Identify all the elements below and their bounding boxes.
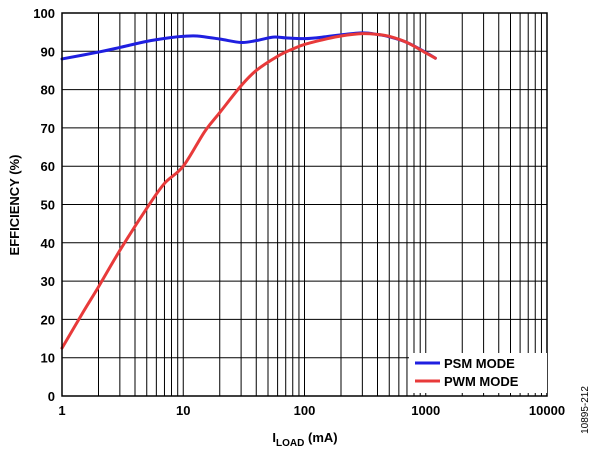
x-tick-label: 10 <box>176 403 190 418</box>
y-tick-label: 0 <box>48 389 55 404</box>
figure-id: 10895-212 <box>580 386 591 434</box>
x-tick-label: 1000 <box>411 403 440 418</box>
series-layer <box>60 31 437 350</box>
y-tick-label: 60 <box>41 159 55 174</box>
x-axis-label-unit: (mA) <box>304 430 337 445</box>
y-tick-label: 30 <box>41 274 55 289</box>
x-tick-label: 100 <box>294 403 316 418</box>
y-tick-label: 40 <box>41 236 55 251</box>
x-tick-label: 10000 <box>529 403 565 418</box>
x-axis-label-subscript: LOAD <box>276 438 304 449</box>
y-tick-label: 80 <box>41 83 55 98</box>
legend-label-psm: PSM MODE <box>444 356 515 371</box>
series-line-pwm-mode <box>60 32 437 350</box>
x-tick-label: 1 <box>58 403 65 418</box>
y-tick-label: 50 <box>41 198 55 213</box>
y-tick-label: 70 <box>41 121 55 136</box>
legend: PSM MODE PWM MODE <box>409 353 547 393</box>
plot-frame <box>61 12 548 397</box>
y-tick-label: 20 <box>41 312 55 327</box>
y-tick-label: 10 <box>41 351 55 366</box>
legend-box <box>409 353 547 393</box>
x-axis-label-main: I <box>272 430 276 445</box>
y-axis-label: EFFICIENCY (%) <box>7 155 22 256</box>
y-tick-label: 100 <box>33 6 55 21</box>
grid-lines <box>62 13 547 396</box>
legend-label-pwm: PWM MODE <box>444 374 519 389</box>
x-axis-label: ILOAD (mA) <box>272 430 337 449</box>
series-line-psm-mode <box>60 31 437 61</box>
y-tick-label: 90 <box>41 44 55 59</box>
